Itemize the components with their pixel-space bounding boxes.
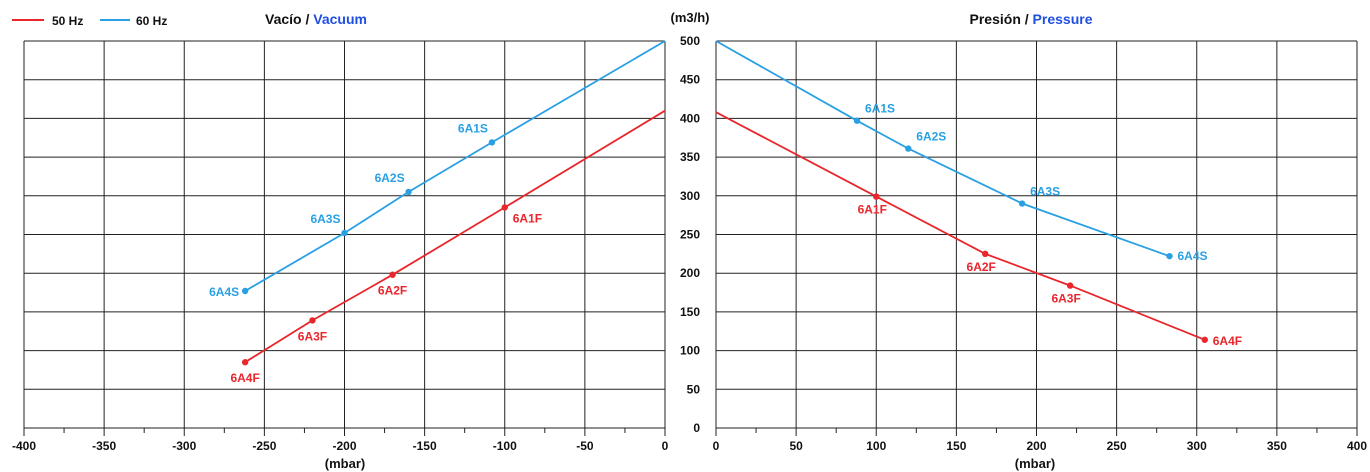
y-tick-label: 200	[680, 266, 700, 280]
vacuum-60hz-line	[244, 40, 666, 292]
pressure-50hz-point	[1066, 282, 1074, 289]
vacuum-60hz-point-label: 6A4S	[209, 285, 239, 299]
pressure-50hz-point-label: 6A2F	[967, 260, 996, 274]
pressure-60hz-point-label: 6A2S	[916, 130, 946, 144]
vacuum-60hz-point	[405, 188, 412, 196]
vacuum-x-tick-label: -150	[413, 439, 437, 453]
y-tick-label: 150	[680, 305, 700, 319]
pressure-x-axis-label: (mbar)	[1015, 456, 1055, 471]
grid	[23, 40, 1358, 436]
vacuum-60hz-point	[241, 287, 249, 295]
y-tick-label: 500	[680, 34, 700, 48]
pressure-60hz-point	[905, 145, 912, 152]
pressure-x-tick-label: 0	[713, 439, 720, 453]
vacuum-60hz-point-label: 6A1S	[458, 121, 488, 135]
pressure-title-accent: Pressure	[1033, 11, 1093, 27]
vacuum-x-axis-label: (mbar)	[325, 456, 365, 471]
series: 6A4S 6A3S 6A2S 6A1S 6A4F 6A3F 6A2F 6A1F 6A1S 6A2S…	[209, 40, 1242, 385]
pressure-x-tick-label: 150	[946, 439, 966, 453]
vacuum-panel-title: Vacío / Vacuum	[265, 11, 367, 27]
vacuum-x-tick-label: -400	[12, 439, 36, 453]
legend-label-60hz: 60 Hz	[136, 14, 167, 28]
vacuum-50hz-line	[244, 109, 666, 363]
vacuum-title-text: Vacío /	[265, 11, 313, 27]
pressure-x-tick-label: 400	[1347, 439, 1367, 453]
pressure-60hz-point	[1018, 200, 1026, 207]
tick-labels: -400 -350 -300 -250 -200 -150 -100 -50 0 0 50 100 15…	[12, 34, 1367, 453]
vacuum-50hz-point-label: 6A4F	[230, 371, 259, 385]
pressure-x-tick-label: 350	[1267, 439, 1287, 453]
vacuum-50hz-point	[309, 317, 316, 324]
vacuum-x-tick-label: -350	[92, 439, 116, 453]
y-tick-label: 300	[680, 189, 700, 203]
pressure-x-tick-label: 100	[866, 439, 886, 453]
pressure-50hz-point	[1201, 336, 1208, 343]
vacuum-x-tick-label: -50	[576, 439, 594, 453]
vacuum-x-tick-label: -250	[252, 439, 276, 453]
vacuum-50hz-point	[389, 271, 396, 278]
pressure-50hz-point	[982, 250, 989, 258]
y-tick-label: 350	[680, 150, 700, 164]
pressure-50hz-point-label: 6A3F	[1051, 292, 1080, 306]
vacuum-60hz-point	[488, 139, 496, 146]
pressure-60hz-point-label: 6A1S	[865, 102, 895, 116]
pressure-50hz-point-label: 6A4F	[1213, 334, 1242, 348]
pressure-x-tick-label: 50	[789, 439, 803, 453]
vacuum-60hz-point-label: 6A3S	[310, 212, 340, 226]
vacuum-50hz-point	[241, 359, 249, 366]
pressure-50hz-line	[715, 111, 1206, 341]
pressure-x-tick-label: 250	[1107, 439, 1127, 453]
legend-label-50hz: 50 Hz	[52, 14, 83, 28]
pressure-x-tick-label: 300	[1187, 439, 1207, 453]
pressure-50hz-point	[873, 193, 880, 200]
vacuum-x-tick-label: -200	[332, 439, 356, 453]
y-tick-label: 250	[680, 228, 700, 242]
vacuum-60hz-point	[341, 229, 348, 237]
pressure-title-text: Presión /	[970, 11, 1033, 27]
y-tick-label: 450	[680, 73, 700, 87]
vacuum-50hz-point-label: 6A1F	[513, 211, 542, 225]
vacuum-x-tick-label: -100	[493, 439, 517, 453]
vacuum-x-tick-label: -300	[172, 439, 196, 453]
pressure-60hz-point-label: 6A3S	[1030, 185, 1060, 199]
y-tick-label: 50	[687, 382, 701, 396]
y-tick-label: 400	[680, 111, 700, 125]
vacuum-50hz-point-label: 6A2F	[378, 284, 407, 298]
legend: 50 Hz 60 Hz	[12, 14, 167, 28]
vacuum-60hz-point-label: 6A2S	[375, 171, 405, 185]
pressure-50hz-point-label: 6A1F	[858, 203, 887, 217]
pressure-60hz-point	[853, 117, 861, 124]
pressure-panel-title: Presión / Pressure	[970, 11, 1093, 27]
y-tick-label: 100	[680, 344, 700, 358]
pressure-60hz-point	[1166, 252, 1173, 260]
vacuum-50hz-point	[501, 204, 508, 211]
vacuum-50hz-point-label: 6A3F	[298, 329, 327, 343]
y-axis-unit: (m3/h)	[671, 10, 710, 25]
pressure-x-tick-label: 200	[1026, 439, 1046, 453]
vacuum-x-tick-label: 0	[662, 439, 669, 453]
vacuum-title-accent: Vacuum	[313, 11, 367, 27]
y-tick-label: 0	[693, 421, 700, 435]
pressure-60hz-point-label: 6A4S	[1178, 249, 1208, 263]
